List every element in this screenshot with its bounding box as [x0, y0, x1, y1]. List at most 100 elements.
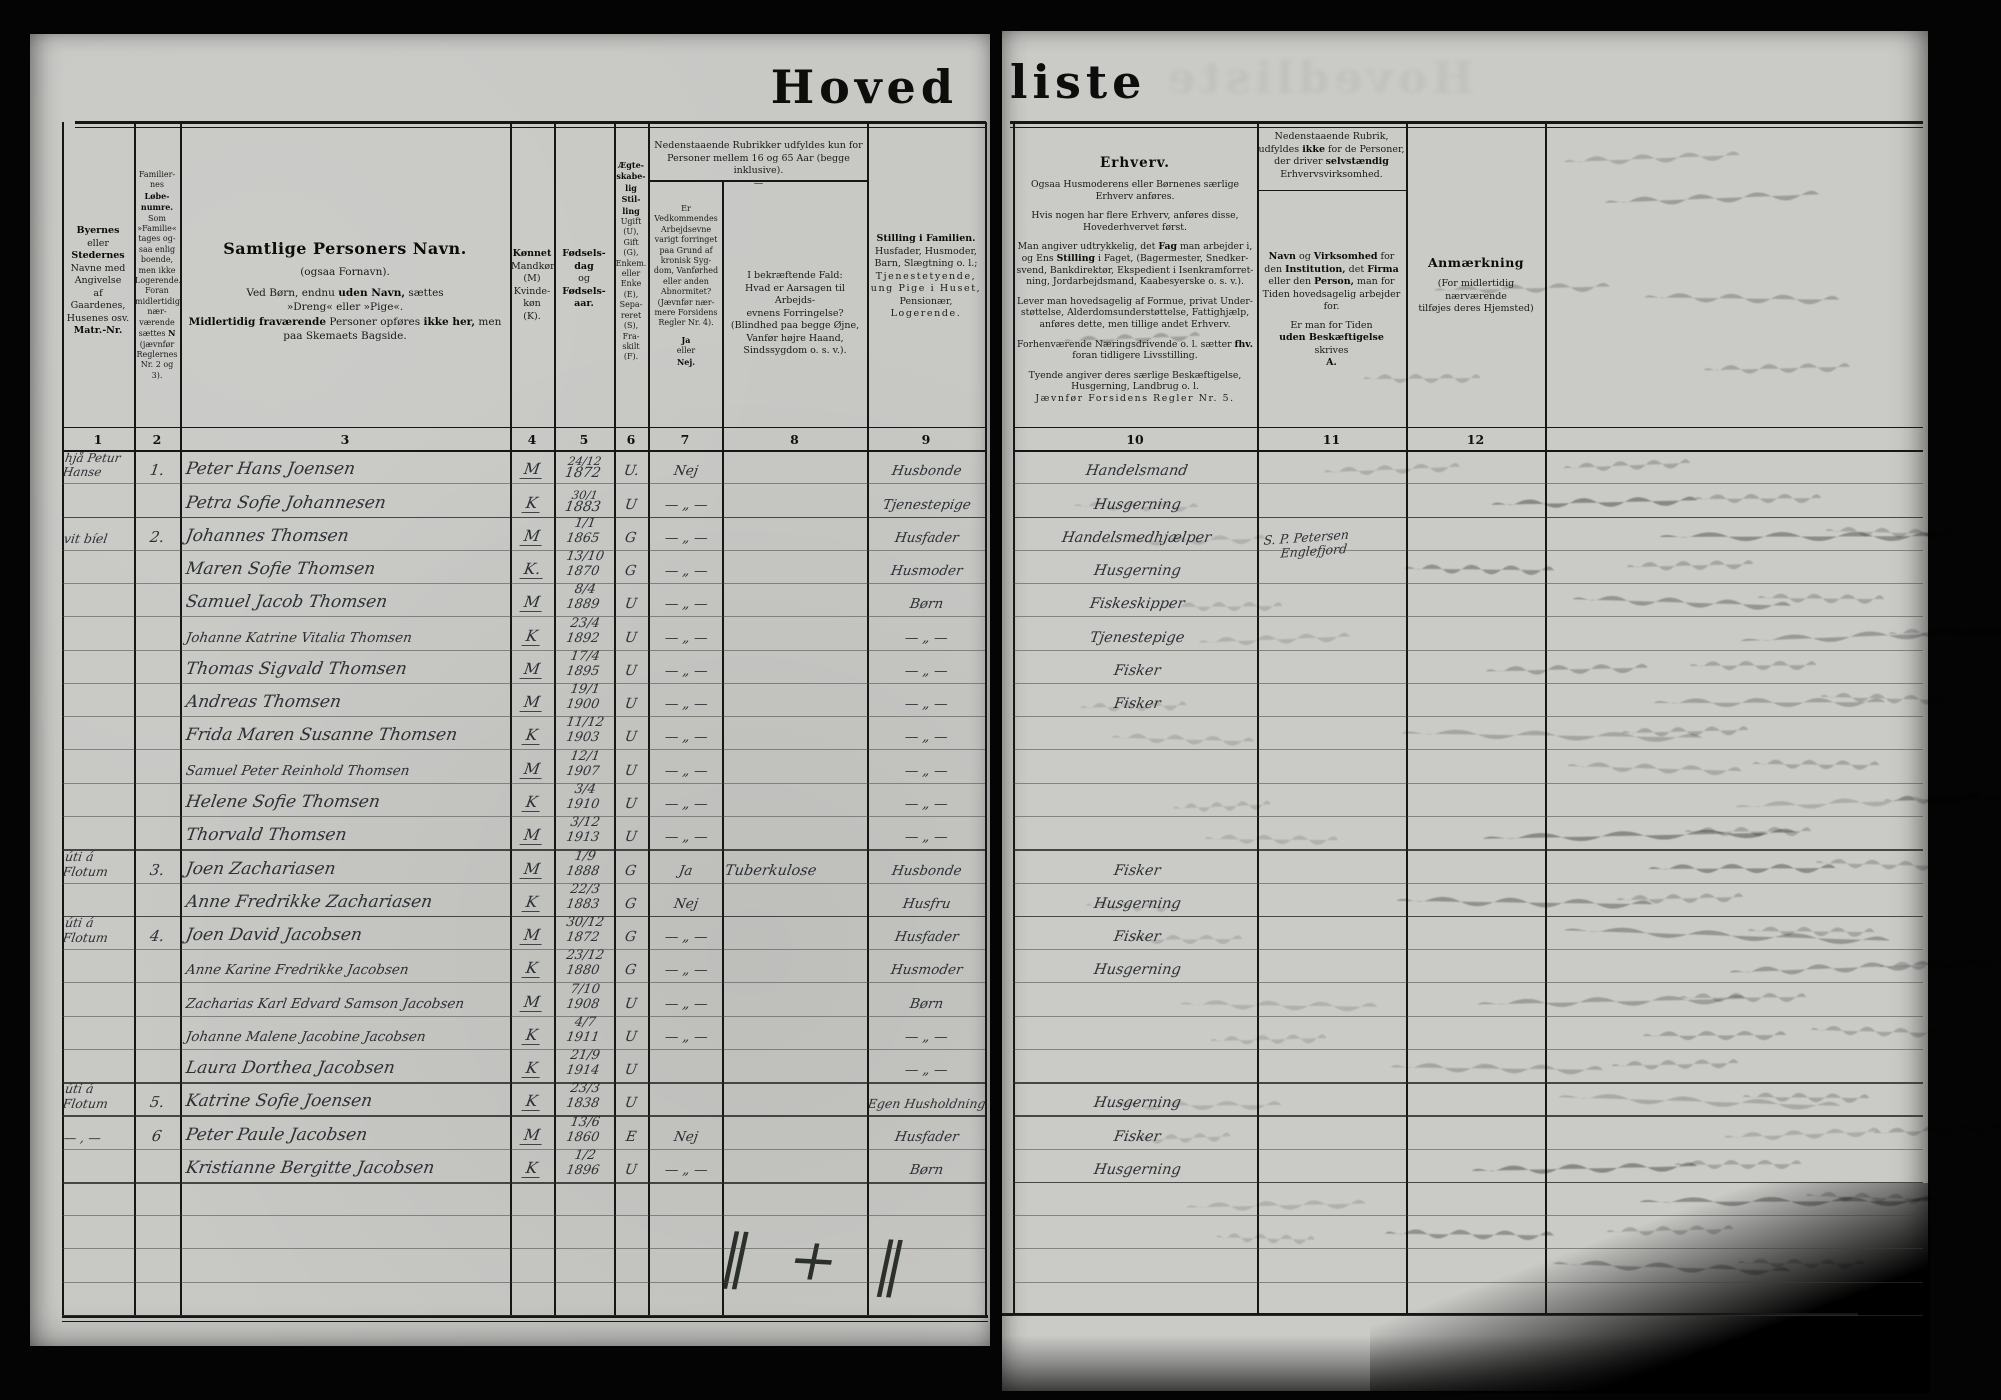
header-text-line: Navn og Virksomhed for [1268, 251, 1395, 262]
row-line [1013, 915, 1923, 918]
header-text-line: Angivelse [74, 275, 122, 286]
cell-able: — „ — [663, 496, 709, 513]
bleedthrough-ink-ghost [1085, 899, 1176, 913]
cell-birthdate: 11/12 1903 [565, 715, 606, 746]
row-line [1013, 1315, 1923, 1317]
header-text-line: ning, Jordarbejdsmand, Kaabesyerske o. s… [1026, 276, 1244, 288]
column-line [1013, 122, 1015, 1313]
bleedthrough-ink-ghost [1204, 833, 1339, 846]
cell-birthdate: 1/2 1896 [565, 1147, 601, 1178]
header-text-line: (Blindhed paa begge Øjne, [730, 320, 860, 331]
cell-name: Anne Fredrikke Zachariasen [184, 891, 434, 912]
cell-family-no: 4. [148, 927, 166, 946]
header-col11-top: Nedenstaaende Rubrik, udfyldes ikke for d… [1258, 131, 1405, 181]
header-text-line: paa Grund af [659, 245, 713, 255]
row-line [1013, 1082, 1923, 1084]
header-text-line: numre. [140, 202, 174, 213]
cell-name: Samuel Jacob Thomsen [184, 592, 389, 613]
header-text-line: støttelse, Alderdomsunderstøttelse, Fatt… [1020, 307, 1250, 319]
header-text-line: Jævnfør Forsidens Regler Nr. 5. [1035, 392, 1235, 404]
column-line [985, 122, 987, 1315]
title-rule-echo [1010, 127, 1923, 128]
cell-able: Nej [672, 1128, 700, 1145]
header-text-line: Logerende. [135, 276, 182, 286]
header-text-line: Ja [681, 334, 691, 345]
cell-family-position: Husbonde [890, 463, 963, 480]
cell-sex: M [511, 916, 553, 949]
cell-name: Katrine Sofie Joensen [184, 1091, 374, 1112]
column-number: 4 [527, 432, 537, 447]
header-text-line: (E), [623, 289, 639, 299]
cell-family-position: Børn [908, 1161, 945, 1178]
cell-birthdate: 21/9 1914 [565, 1048, 601, 1079]
header-text-line: Logerende. [890, 308, 962, 319]
cell-name: Maren Sofie Thomsen [184, 559, 377, 580]
cell-name: Johannes Thomsen [184, 525, 351, 546]
bleedthrough-ink-ghost [1626, 559, 1754, 571]
cell-sex: K [511, 883, 553, 916]
bleedthrough-ink-ghost [1810, 1024, 1938, 1038]
bleedthrough-ink-ghost [1210, 1033, 1327, 1045]
cell-birthdate: 13/10 1870 [565, 549, 606, 580]
cell-marital-status: U [623, 1062, 639, 1079]
header-text-line: varigt forringet [654, 235, 718, 245]
header-text-line: (K). [523, 310, 541, 322]
header-text-line: Nedenstaaende Rubrikker udfyldes kun for [654, 140, 863, 151]
header-text-line: Fødsels- [562, 248, 606, 259]
left-page: Hoved Nedenstaaende Rubrikker udfyldes k… [30, 34, 990, 1346]
row-line [1013, 1048, 1923, 1050]
column-line [510, 122, 512, 1315]
row-line [1013, 849, 1923, 851]
row-line [62, 849, 985, 851]
header-text-line: Regler Nr. 4). [658, 318, 714, 328]
title-rule-echo [75, 127, 986, 128]
cell-name: Joen David Jacobsen [184, 925, 364, 946]
cell-occupation: Fisker [1112, 862, 1162, 879]
cell-family-position: Husfru [901, 895, 952, 912]
header-text-line: Husfader, Husmoder, [875, 245, 977, 257]
column-line [1545, 122, 1547, 1313]
row-line [62, 1048, 985, 1050]
cell-sex: M [511, 749, 553, 782]
row-line [1013, 1215, 1923, 1217]
header-text-line: Kønnet [512, 248, 552, 259]
cell-marital-status: G [624, 962, 638, 979]
number-row-top-line [62, 427, 985, 429]
header-text-line: (For midlertidig nærværende [1437, 278, 1515, 302]
cell-marital-status: U [623, 795, 639, 812]
header-text-line: og [578, 273, 590, 284]
bleedthrough-ink-ghost [1404, 563, 1555, 576]
cell-able: — „ — [663, 995, 709, 1012]
cell-able: — „ — [663, 696, 709, 713]
cell-marital-status: U [623, 696, 639, 713]
cell-family-position: — „ — [903, 795, 950, 812]
row-line [1013, 882, 1923, 884]
row-line [1013, 1148, 1923, 1150]
row-line [1013, 483, 1923, 485]
header-text-line: — [753, 177, 764, 189]
cell-able: — „ — [663, 962, 709, 979]
column-number: 7 [680, 432, 690, 447]
column-line [62, 122, 64, 1315]
cell-name: Peter Hans Joensen [184, 459, 357, 480]
bleedthrough-ink-ghost [1485, 663, 1649, 676]
row-line [1013, 516, 1923, 518]
header-text-line: Vanfør højre Haand, [746, 332, 844, 344]
bleedthrough-ink-ghost [1679, 993, 1807, 1003]
bleedthrough-ink-ghost [1742, 1091, 1870, 1104]
header-text-line: Nr. 2 og 3). [140, 360, 174, 380]
cell-marital-status: U [623, 1095, 639, 1112]
header-col12: Anmærkning (For midlertidig nærværende til… [1408, 255, 1544, 316]
row-line [1013, 1248, 1923, 1250]
header-col2: Familier-nes Løbe-numre. Som »Familie« tages… [135, 170, 182, 381]
row-line [62, 549, 985, 551]
header-text-line: (ogsaa Fornavn). [300, 266, 390, 278]
row-line [62, 483, 985, 485]
bleedthrough-ink-ghost [1694, 494, 1822, 504]
bleedthrough-ink-ghost [1737, 1258, 1865, 1270]
header-text-line: Stil- [621, 194, 641, 205]
row-line [62, 649, 985, 651]
cell-sex: M [511, 982, 553, 1015]
header-text-line: boende, [140, 255, 174, 265]
